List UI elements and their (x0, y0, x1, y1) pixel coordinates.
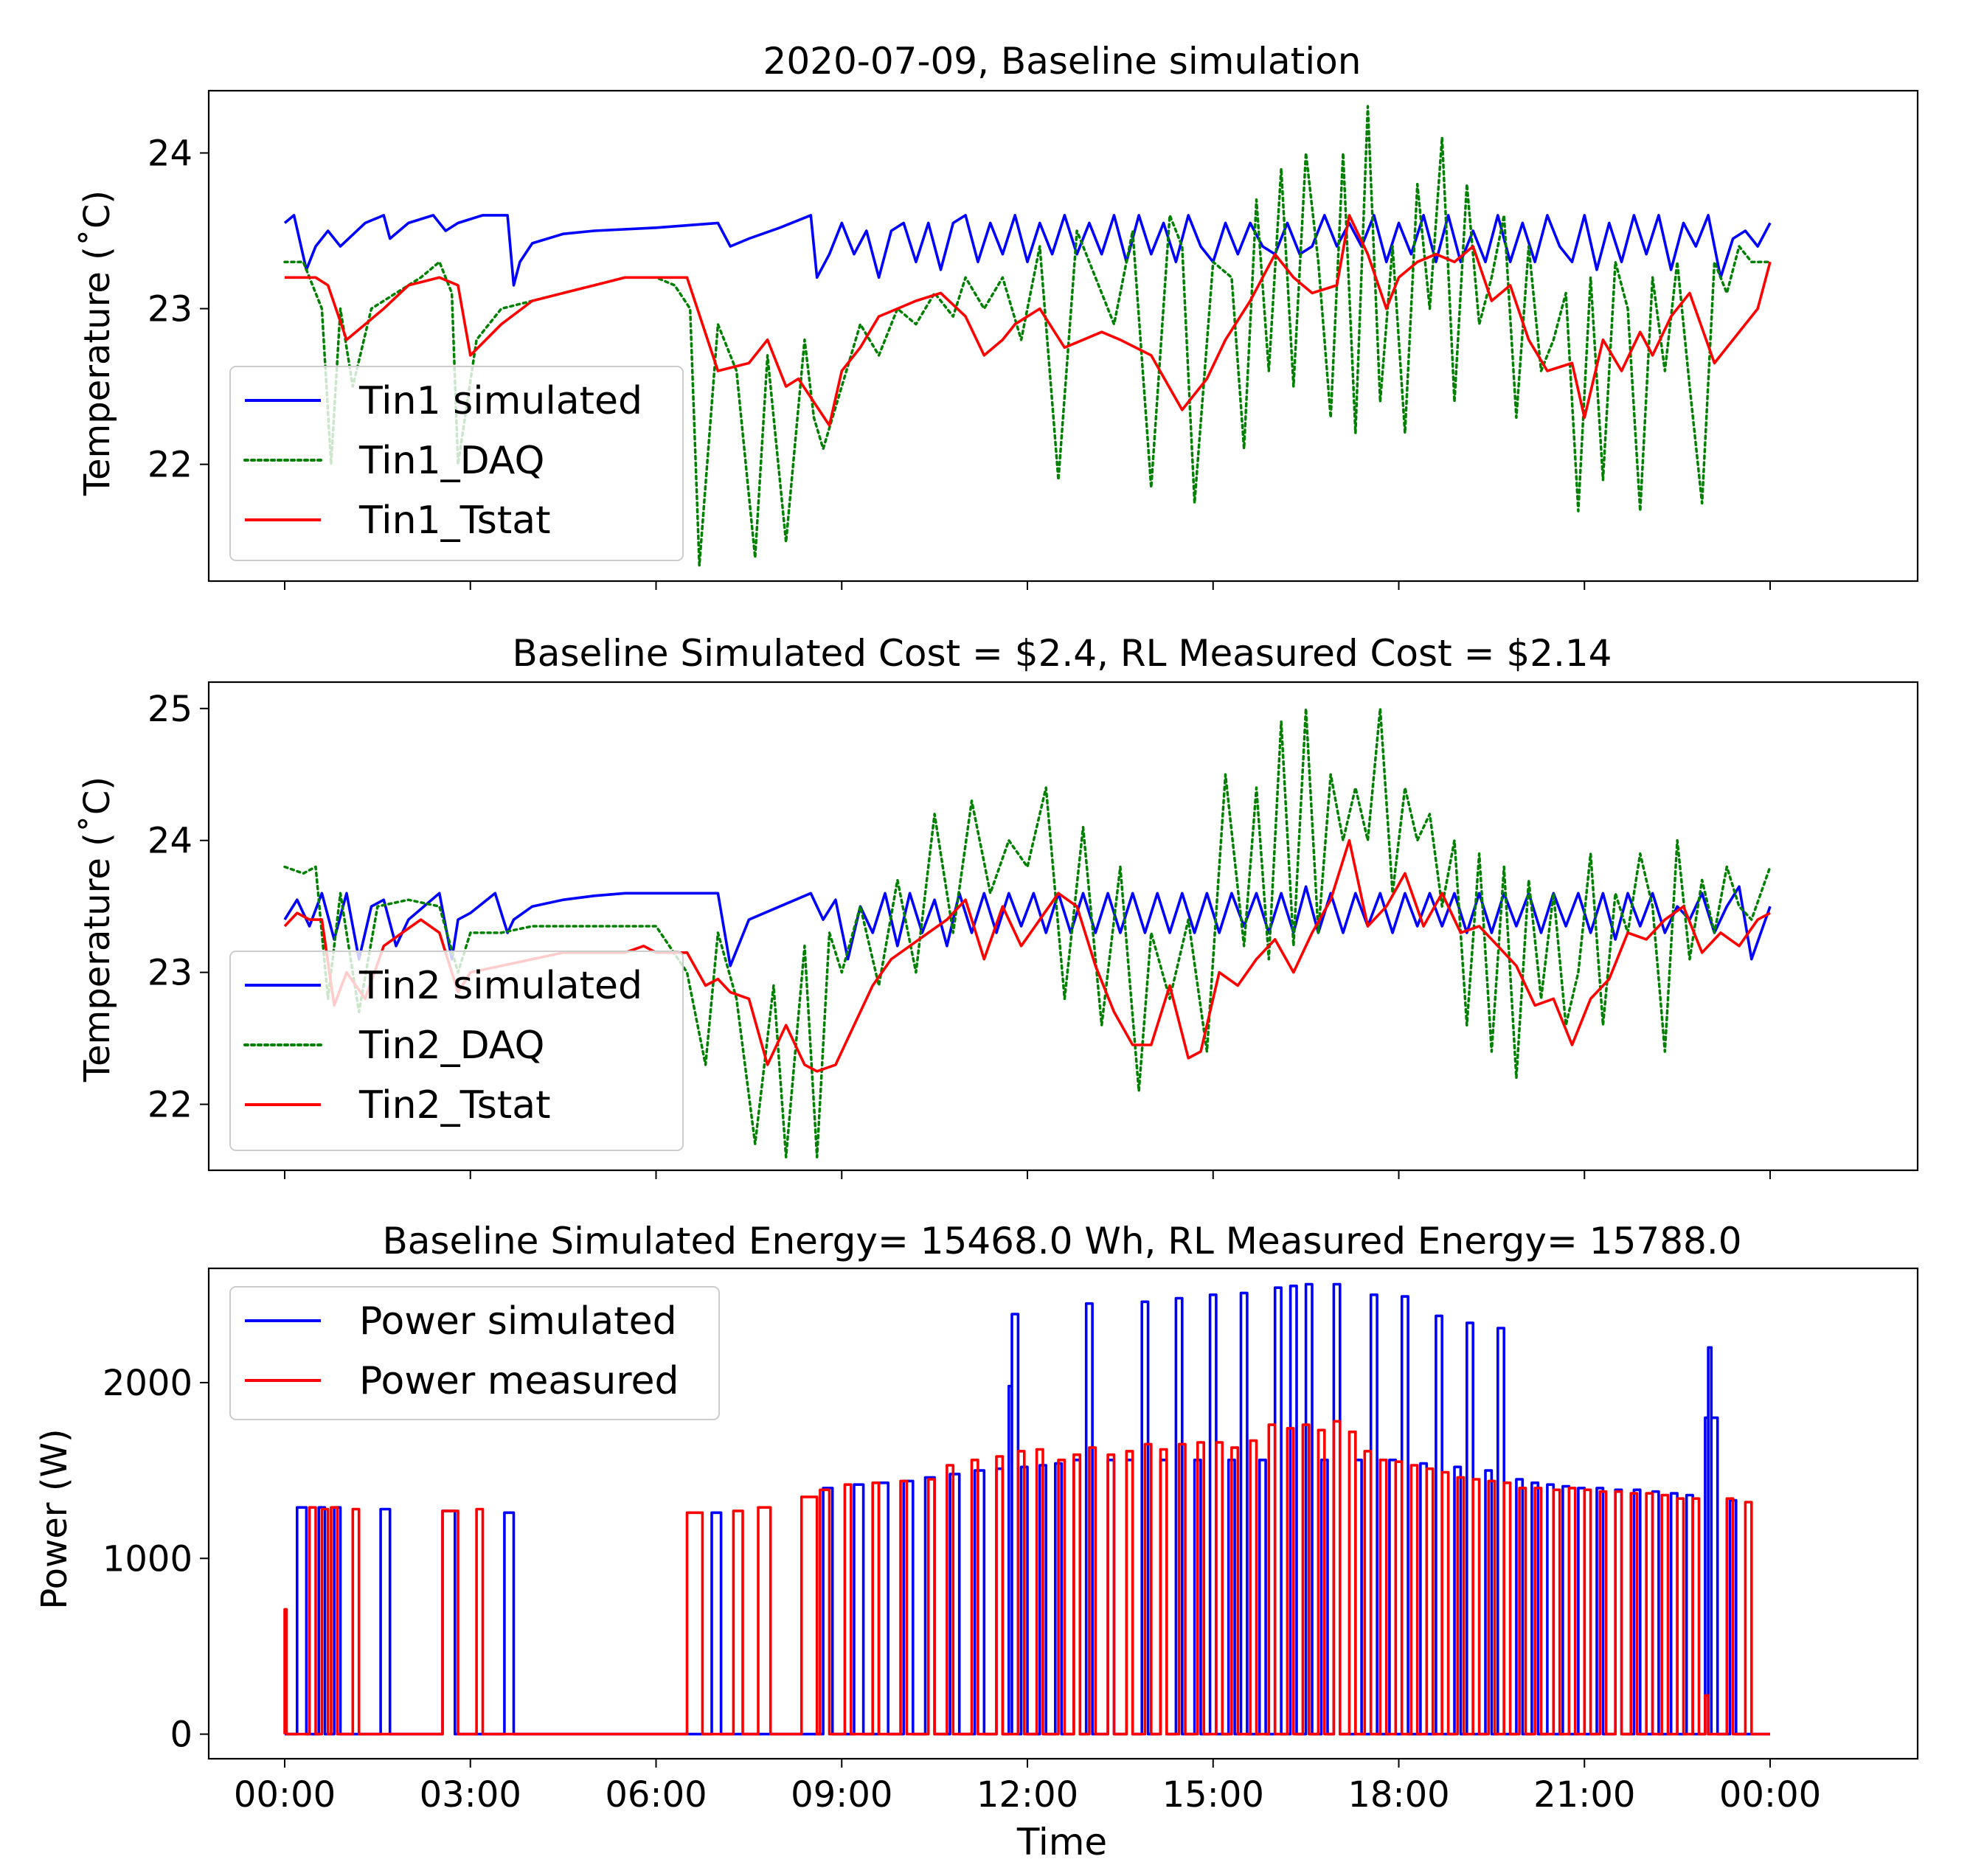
legend-label: Tin1 simulated (358, 379, 642, 423)
x-axis-ticks (284, 1170, 1771, 1179)
x-tick-label: 09:00 (791, 1774, 892, 1816)
panel-power: Baseline Simulated Energy= 15468.0 Wh, R… (34, 1220, 1919, 1816)
series-line-tin1-tstat (285, 214, 1772, 427)
legend: Tin1 simulated Tin1_DAQ Tin1_Tstat (229, 366, 684, 561)
y-axis-ticks: 0 1000 2000 (103, 1363, 209, 1756)
y-tick-label: 22 (148, 445, 193, 486)
axes-frame (207, 89, 1919, 583)
legend-label: Power simulated (359, 1299, 677, 1344)
chart-title: 2020-07-09, Baseline simulation (763, 40, 1362, 83)
x-tick-label: 18:00 (1348, 1774, 1449, 1816)
x-tick-label: 12:00 (977, 1774, 1078, 1816)
y-axis-ticks: 22 23 24 25 (148, 689, 209, 1126)
y-tick-label: 22 (148, 1085, 193, 1126)
legend-frame (229, 366, 684, 561)
x-tick-label: 00:00 (234, 1774, 336, 1816)
x-tick-label: 00:00 (1719, 1774, 1821, 1816)
y-tick-label: 1000 (103, 1538, 193, 1580)
x-tick-label: 15:00 (1162, 1774, 1264, 1816)
y-tick-label: 23 (148, 953, 193, 994)
x-tick-label: 03:00 (420, 1774, 521, 1816)
x-axis-label: Time (1016, 1821, 1107, 1863)
y-axis-label: Temperature (˚C) (77, 190, 118, 496)
axes-frame (207, 681, 1919, 1172)
legend-label: Tin2 simulated (358, 964, 642, 1008)
legend-frame (229, 1286, 720, 1420)
x-axis-ticks: 00:00 03:00 06:00 09:00 12:00 15:00 18:00 21:00… (234, 1759, 1821, 1816)
legend-label: Tin2_DAQ (358, 1024, 544, 1068)
legend-label: Tin2_Tstat (358, 1083, 551, 1128)
y-axis-label: Temperature (˚C) (77, 777, 118, 1083)
chart-title: Baseline Simulated Energy= 15468.0 Wh, R… (382, 1220, 1741, 1262)
y-tick-label: 24 (148, 133, 193, 174)
panel-tin1: 2020-07-09, Baseline simulation Temperat… (77, 40, 1919, 590)
y-tick-label: 24 (148, 821, 193, 862)
y-tick-label: 23 (148, 289, 193, 330)
legend-label: Power measured (359, 1359, 679, 1403)
legend: Power simulated Power measured (229, 1286, 720, 1420)
x-tick-label: 06:00 (605, 1774, 707, 1816)
y-tick-label: 0 (170, 1715, 193, 1756)
chart-title: Baseline Simulated Cost = $2.4, RL Measu… (513, 632, 1612, 675)
x-tick-label: 21:00 (1533, 1774, 1635, 1816)
y-tick-label: 25 (148, 689, 193, 730)
legend-frame (229, 951, 684, 1151)
legend-label: Tin1_DAQ (358, 439, 544, 483)
legend-label: Tin1_Tstat (358, 498, 551, 543)
y-tick-label: 2000 (103, 1363, 193, 1404)
y-axis-ticks: 22 23 24 (148, 133, 209, 486)
series-line-tin2-simulated (283, 885, 1772, 967)
axes-frame (207, 1267, 1919, 1760)
plot-area (283, 1282, 1770, 1736)
panel-tin2: Baseline Simulated Cost = $2.4, RL Measu… (77, 632, 1919, 1179)
plot-area (283, 105, 1772, 567)
y-axis-label: Power (W) (34, 1428, 75, 1609)
x-axis-ticks (284, 581, 1771, 590)
series-line-power-measured (283, 1420, 1770, 1736)
legend: Tin2 simulated Tin2_DAQ Tin2_Tstat (229, 951, 684, 1151)
